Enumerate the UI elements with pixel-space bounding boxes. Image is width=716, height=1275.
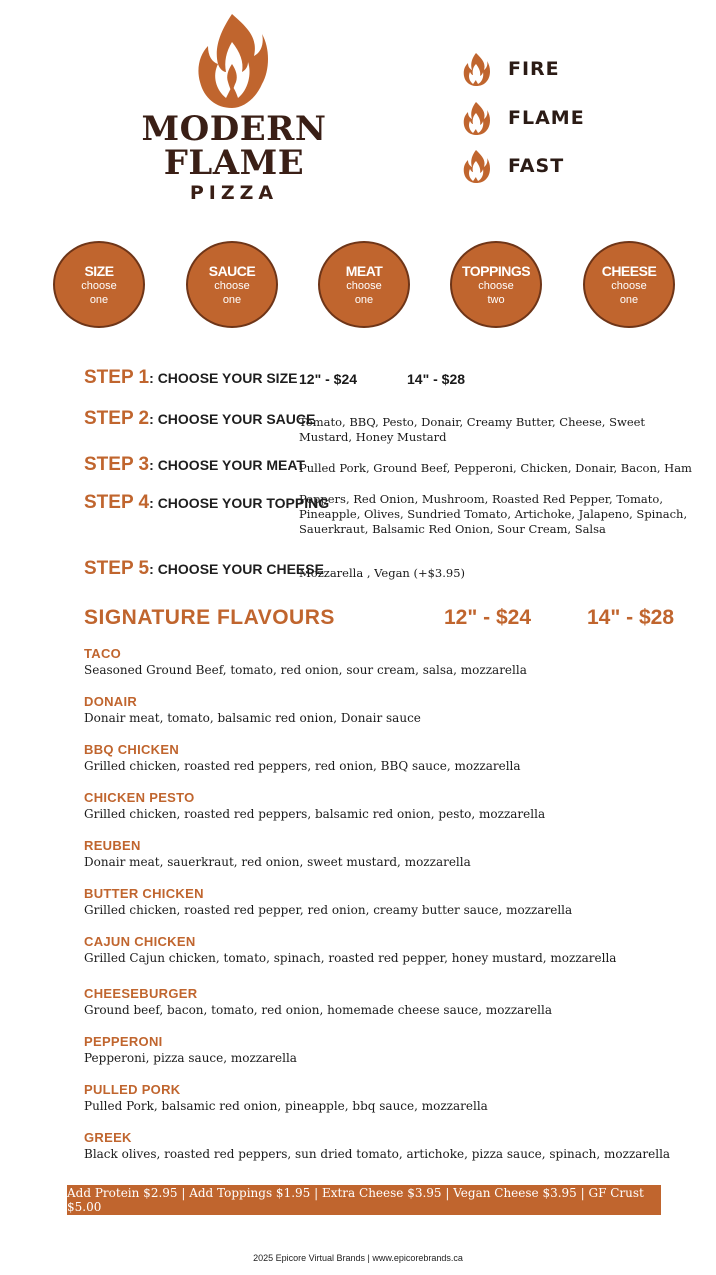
menu-item-description: Grilled chicken, roasted red peppers, re… xyxy=(84,759,521,773)
tagline-text: FIRE xyxy=(508,58,560,80)
circle-subtitle: choose xyxy=(611,279,647,292)
step-title: : CHOOSE YOUR SIZE xyxy=(149,370,298,386)
step-number: STEP 5 xyxy=(84,558,150,579)
menu-item-name: REUBEN xyxy=(84,838,141,853)
flame-icon xyxy=(463,53,490,86)
menu-item-taco: TACO Seasoned Ground Beef, tomato, red o… xyxy=(84,646,694,678)
brand-line-1: MODERN xyxy=(141,109,327,149)
menu-item-description: Grilled Cajun chicken, tomato, spinach, … xyxy=(84,951,617,965)
circle-subtitle: choose xyxy=(346,279,382,292)
step-number: STEP 2 xyxy=(84,408,150,429)
addons-text: Add Protein $2.95 | Add Toppings $1.95 |… xyxy=(67,1186,644,1214)
circle-title: SAUCE xyxy=(208,262,256,279)
menu-item-description: Grilled chicken, roasted red peppers, ba… xyxy=(84,807,546,821)
menu-item-butter-chicken: BUTTER CHICKEN Grilled chicken, roasted … xyxy=(84,886,694,918)
menu-item-pulled-pork: PULLED PORK Pulled Pork, balsamic red on… xyxy=(84,1082,694,1114)
step-2-options: Tomato, BBQ, Pesto, Donair, Creamy Butte… xyxy=(299,415,646,444)
tagline-text: FAST xyxy=(508,155,565,177)
size-price-14: 14" - $28 xyxy=(407,371,466,387)
menu-item-name: PEPPERONI xyxy=(84,1034,163,1049)
circle-title: TOPPINGS xyxy=(461,262,531,279)
menu-item-name: CHICKEN PESTO xyxy=(84,790,195,805)
menu-item-reuben: REUBEN Donair meat, sauerkraut, red onio… xyxy=(84,838,694,870)
tagline-flame: FLAME xyxy=(462,101,585,135)
circle-subtitle: choose xyxy=(478,279,514,292)
menu-item-description: Donair meat, sauerkraut, red onion, swee… xyxy=(84,855,471,869)
menu-item-description: Ground beef, bacon, tomato, red onion, h… xyxy=(84,1003,552,1017)
addons-banner: Add Protein $2.95 | Add Toppings $1.95 |… xyxy=(67,1185,661,1215)
step-title: : CHOOSE YOUR TOPPING xyxy=(149,495,330,511)
size-price-12: 12" - $24 xyxy=(299,371,358,387)
tagline-fire: FIRE xyxy=(462,52,560,86)
circle-toppings: TOPPINGS choose two xyxy=(450,241,542,328)
step-4-label: STEP 4: CHOOSE YOUR TOPPING xyxy=(84,492,329,514)
circle-subtitle: one xyxy=(89,293,109,306)
menu-item-name: TACO xyxy=(84,646,122,661)
menu-item-name: BBQ CHICKEN xyxy=(84,742,180,757)
menu-item-name: BUTTER CHICKEN xyxy=(84,886,204,901)
step-3-options: Pulled Pork, Ground Beef, Pepperoni, Chi… xyxy=(299,461,692,475)
step-3-label: STEP 3: CHOOSE YOUR MEAT xyxy=(84,454,305,476)
circle-subtitle: one xyxy=(619,293,639,306)
step-title: : CHOOSE YOUR SAUCE xyxy=(149,411,316,427)
menu-item-donair: DONAIR Donair meat, tomato, balsamic red… xyxy=(84,694,694,726)
flame-icon xyxy=(463,150,490,183)
tagline-fast: FAST xyxy=(462,149,564,183)
circle-sauce: SAUCE choose one xyxy=(186,241,278,328)
menu-item-description: Donair meat, tomato, balsamic red onion,… xyxy=(84,711,421,725)
step-4-options: Peppers, Red Onion, Mushroom, Roasted Re… xyxy=(299,492,688,536)
menu-item-description: Pulled Pork, balsamic red onion, pineapp… xyxy=(84,1099,488,1113)
step-number: STEP 4 xyxy=(84,492,150,513)
menu-item-name: DONAIR xyxy=(84,694,138,709)
step-number: STEP 3 xyxy=(84,454,150,475)
menu-item-name: CHEESEBURGER xyxy=(84,986,198,1001)
circle-title: SIZE xyxy=(84,262,114,279)
step-5-label: STEP 5: CHOOSE YOUR CHEESE xyxy=(84,558,324,580)
brand-line-2: FLAME xyxy=(163,143,305,183)
menu-item-pepperoni: PEPPERONI Pepperoni, pizza sauce, mozzar… xyxy=(84,1034,694,1066)
footer-credit: 2025 Epicore Virtual Brands | www.epicor… xyxy=(253,1253,463,1263)
step-number: STEP 1 xyxy=(84,367,150,388)
menu-item-description: Seasoned Ground Beef, tomato, red onion,… xyxy=(84,663,527,677)
brand-line-3: PIZZA xyxy=(189,182,279,204)
flame-logo-icon xyxy=(198,14,268,108)
step-5-options: Mozzarella , Vegan (+$3.95) xyxy=(299,566,466,580)
step-title: : CHOOSE YOUR CHEESE xyxy=(149,561,324,577)
menu-item-name: GREEK xyxy=(84,1130,132,1145)
circle-title: CHEESE xyxy=(601,262,657,279)
menu-item-cajun-chicken: CAJUN CHICKEN Grilled Cajun chicken, tom… xyxy=(84,934,694,966)
menu-item-name: PULLED PORK xyxy=(84,1082,181,1097)
menu-item-greek: GREEK Black olives, roasted red peppers,… xyxy=(84,1130,694,1162)
menu-item-bbq-chicken: BBQ CHICKEN Grilled chicken, roasted red… xyxy=(84,742,694,774)
signature-price-12: 12" - $24 xyxy=(444,606,532,629)
menu-item-description: Pepperoni, pizza sauce, mozzarella xyxy=(84,1051,297,1065)
circle-subtitle: one xyxy=(222,293,242,306)
circle-subtitle: choose xyxy=(214,279,250,292)
circle-cheese: CHEESE choose one xyxy=(583,241,675,328)
signature-price-14: 14" - $28 xyxy=(587,606,675,629)
circle-size: SIZE choose one xyxy=(53,241,145,328)
circle-title: MEAT xyxy=(345,262,383,279)
brand-wordmark: MODERN FLAME PIZZA xyxy=(140,112,328,203)
menu-item-cheeseburger: CHEESEBURGER Ground beef, bacon, tomato,… xyxy=(84,986,694,1018)
menu-item-description: Black olives, roasted red peppers, sun d… xyxy=(84,1147,671,1161)
menu-item-chicken-pesto: CHICKEN PESTO Grilled chicken, roasted r… xyxy=(84,790,694,822)
circle-subtitle: one xyxy=(354,293,374,306)
flame-icon xyxy=(463,102,490,135)
menu-item-name: CAJUN CHICKEN xyxy=(84,934,196,949)
step-title: : CHOOSE YOUR MEAT xyxy=(149,457,305,473)
step-2-label: STEP 2: CHOOSE YOUR SAUCE xyxy=(84,408,315,430)
circle-subtitle: choose xyxy=(81,279,117,292)
signature-title: SIGNATURE FLAVOURS xyxy=(84,606,335,629)
circle-subtitle: two xyxy=(487,293,505,306)
circle-meat: MEAT choose one xyxy=(318,241,410,328)
tagline-text: FLAME xyxy=(508,107,585,129)
menu-item-description: Grilled chicken, roasted red pepper, red… xyxy=(84,903,573,917)
step-1-label: STEP 1: CHOOSE YOUR SIZE xyxy=(84,367,297,389)
